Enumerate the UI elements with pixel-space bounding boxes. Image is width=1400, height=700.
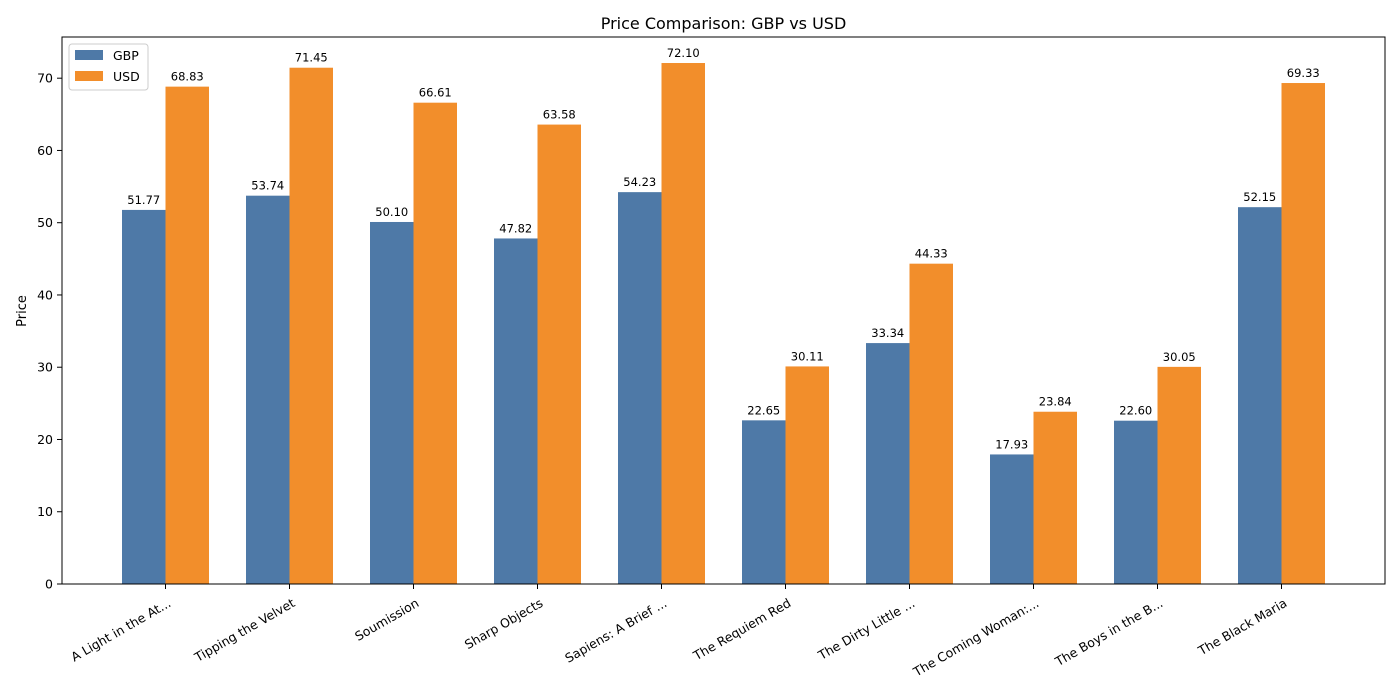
bar-usd-1	[289, 67, 333, 585]
bar-usd-7	[1033, 411, 1077, 584]
bar-gbp-9	[1238, 207, 1282, 585]
y-tick-label-6: 60	[37, 143, 53, 158]
y-axis-label: Price	[15, 295, 30, 327]
bar-usd-8	[1157, 366, 1201, 584]
x-tick-label-0: A Light in the At...	[68, 595, 173, 664]
y-tick-label-1: 10	[37, 504, 53, 519]
bar-label-gbp-1: 53.74	[251, 179, 284, 193]
bar-usd-0	[165, 86, 209, 584]
x-tick-label-5: The Requiem Red	[690, 595, 794, 663]
bar-label-usd-8: 30.05	[1163, 350, 1196, 364]
bar-gbp-6	[866, 343, 910, 584]
y-tick-label-0: 0	[45, 577, 53, 592]
bar-label-usd-9: 69.33	[1287, 66, 1320, 80]
x-tick-label-6: The Dirty Little ...	[815, 595, 918, 663]
bar-gbp-3	[494, 238, 538, 584]
bar-label-usd-4: 72.10	[667, 46, 700, 60]
bar-gbp-1	[246, 195, 290, 584]
bar-label-gbp-5: 22.65	[747, 403, 780, 417]
bar-label-gbp-2: 50.10	[375, 205, 408, 219]
y-axis: 0 10 20 30 40 50 60 70	[37, 71, 62, 592]
chart-title: Price Comparison: GBP vs USD	[601, 14, 847, 33]
bar-label-gbp-8: 22.60	[1119, 404, 1152, 418]
bar-label-usd-7: 23.84	[1039, 395, 1072, 409]
bar-usd-6	[909, 263, 953, 584]
bar-usd-5	[785, 366, 829, 584]
x-axis: A Light in the At... Tipping the Velvet So…	[68, 584, 1289, 680]
bar-label-usd-2: 66.61	[419, 86, 452, 100]
x-tick-label-8: The Boys in the B...	[1052, 595, 1166, 669]
bar-gbp-4	[618, 192, 662, 584]
bar-label-gbp-6: 33.34	[871, 326, 904, 340]
bar-label-gbp-7: 17.93	[995, 437, 1028, 451]
x-tick-label-3: Sharp Objects	[462, 595, 546, 652]
bar-label-usd-1: 71.45	[295, 51, 328, 65]
bar-label-gbp-3: 47.82	[499, 221, 532, 235]
bar-label-usd-5: 30.11	[791, 349, 824, 363]
y-tick-label-5: 50	[37, 215, 53, 230]
x-tick-label-9: The Black Maria	[1195, 595, 1290, 658]
bars-group	[122, 63, 1325, 585]
y-tick-label-2: 20	[37, 432, 53, 447]
legend-label-usd: USD	[113, 69, 140, 84]
bar-gbp-5	[742, 420, 786, 584]
legend-swatch-gbp	[75, 50, 103, 60]
legend-swatch-usd	[75, 71, 103, 81]
bar-labels-group: 51.77 53.74 50.10 47.82 54.23 22.65 33.34 17.93…	[127, 46, 1319, 451]
bar-usd-2	[413, 102, 457, 585]
bar-gbp-8	[1114, 420, 1158, 584]
bar-label-usd-3: 63.58	[543, 108, 576, 122]
y-tick-label-4: 40	[37, 287, 53, 302]
bar-label-gbp-9: 52.15	[1243, 190, 1276, 204]
bar-gbp-7	[990, 454, 1034, 584]
bar-label-usd-6: 44.33	[915, 247, 948, 261]
plot-frame	[61, 36, 1386, 585]
bar-label-gbp-0: 51.77	[127, 193, 160, 207]
x-tick-label-2: Soumission	[352, 595, 421, 644]
x-tick-label-1: Tipping the Velvet	[191, 595, 297, 665]
x-tick-label-7: The Coming Woman:...	[910, 595, 1042, 680]
bar-label-gbp-4: 54.23	[623, 175, 656, 189]
x-tick-label-4: Sapiens: A Brief ...	[562, 595, 669, 665]
bar-usd-9	[1281, 83, 1325, 584]
legend-label-gbp: GBP	[113, 48, 139, 63]
bar-gbp-2	[370, 221, 414, 584]
y-tick-label-3: 30	[37, 360, 53, 375]
bar-usd-4	[661, 63, 705, 585]
y-tick-label-7: 70	[37, 71, 53, 86]
bar-gbp-0	[122, 209, 166, 584]
bar-usd-3	[537, 124, 581, 584]
bar-label-usd-0: 68.83	[171, 70, 204, 84]
legend: GBP USD	[68, 43, 149, 91]
